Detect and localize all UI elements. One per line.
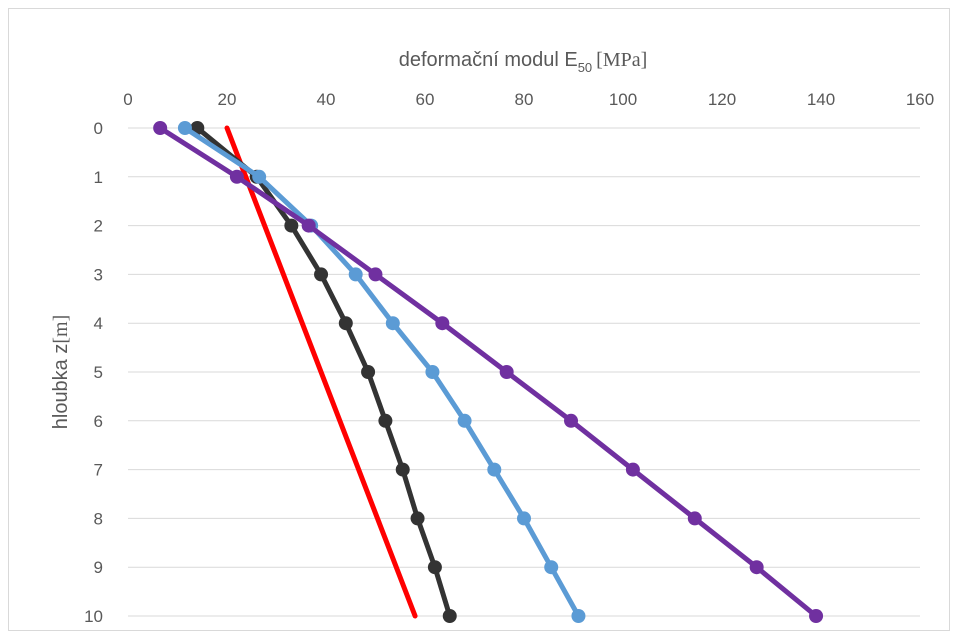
series-2-point bbox=[442, 609, 457, 623]
x-tick-label: 40 bbox=[317, 90, 336, 109]
y-tick-label: 4 bbox=[94, 314, 103, 333]
series-4-point bbox=[564, 413, 579, 428]
series-2-point bbox=[338, 316, 353, 331]
series-4-point bbox=[809, 609, 824, 623]
y-tick-label: 3 bbox=[94, 265, 103, 284]
chart-frame bbox=[8, 8, 950, 631]
y-tick-label: 5 bbox=[94, 363, 103, 382]
y-tick-labels: 0 1 2 3 4 5 6 7 8 9 10 bbox=[84, 119, 103, 626]
series-line-1 bbox=[224, 125, 418, 619]
y-tick-label: 9 bbox=[94, 558, 103, 577]
x-axis-title-unit: [MPa] bbox=[596, 49, 647, 71]
x-tick-label: 0 bbox=[123, 90, 132, 109]
series-2-point bbox=[361, 365, 376, 379]
y-tick-label: 6 bbox=[94, 412, 103, 431]
x-tick-label: 160 bbox=[906, 90, 934, 109]
series-4-point bbox=[625, 462, 640, 477]
x-tick-label: 60 bbox=[416, 90, 435, 109]
gridlines bbox=[128, 127, 920, 617]
x-tick-label: 120 bbox=[708, 90, 736, 109]
series-4-point bbox=[687, 511, 702, 526]
series-3-point bbox=[252, 169, 267, 184]
y-axis-title-unit: [m] bbox=[50, 315, 72, 344]
series-4-point bbox=[435, 316, 450, 331]
y-tick-label: 10 bbox=[84, 607, 103, 626]
series-2-point bbox=[410, 511, 425, 526]
series-4-point bbox=[499, 365, 514, 379]
series-3-point bbox=[348, 267, 363, 282]
x-tick-labels: 0 20 40 60 80 100 120 140 160 bbox=[123, 90, 934, 109]
series-2-point bbox=[284, 218, 299, 233]
series-4-point bbox=[749, 560, 764, 575]
series-4-point bbox=[229, 169, 244, 184]
series-4-point bbox=[368, 267, 383, 282]
x-tick-label: 80 bbox=[515, 90, 534, 109]
series-4-point bbox=[153, 121, 168, 135]
series-3-point bbox=[571, 609, 586, 623]
y-tick-label: 8 bbox=[94, 509, 103, 528]
series-4-point bbox=[301, 218, 316, 233]
series-3-point bbox=[177, 121, 192, 135]
series-3-point bbox=[544, 560, 559, 575]
series-2-point bbox=[314, 267, 329, 282]
series-layer bbox=[153, 121, 824, 623]
series-3-point bbox=[385, 316, 400, 331]
series-3-point bbox=[425, 365, 440, 379]
x-tick-label: 140 bbox=[807, 90, 835, 109]
y-tick-label: 0 bbox=[94, 119, 103, 138]
y-axis-title-main: hloubka z bbox=[50, 344, 72, 430]
series-3-point bbox=[457, 413, 472, 428]
x-axis-title-main: deformační modul E bbox=[399, 49, 578, 71]
series-3-point bbox=[517, 511, 531, 526]
x-axis-title-subscript: 50 bbox=[578, 60, 592, 75]
series-2-point bbox=[427, 560, 442, 575]
y-tick-label: 1 bbox=[94, 168, 103, 187]
x-axis-title: deformační modul E50 [MPa] bbox=[399, 49, 648, 75]
x-tick-label: 100 bbox=[609, 90, 637, 109]
series-2-point bbox=[395, 462, 410, 477]
series-3-point bbox=[487, 462, 502, 477]
y-tick-label: 7 bbox=[94, 461, 103, 480]
y-tick-label: 2 bbox=[94, 217, 103, 236]
y-axis-title: hloubka z[m] bbox=[50, 315, 72, 430]
x-tick-label: 20 bbox=[218, 90, 237, 109]
series-2-point bbox=[378, 413, 393, 428]
